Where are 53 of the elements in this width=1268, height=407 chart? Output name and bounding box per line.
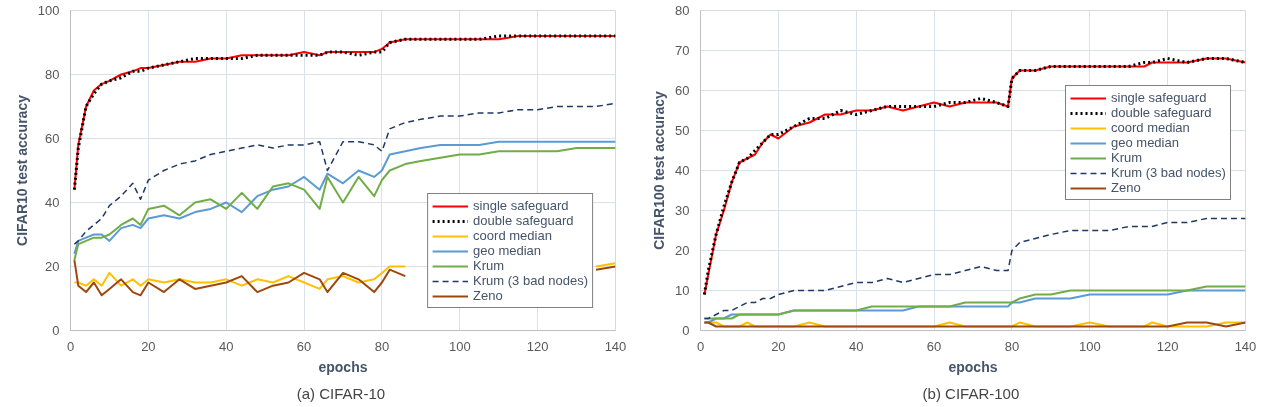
y-tick-label: 10 [675, 283, 690, 298]
y-tick-label: 70 [675, 43, 690, 58]
legend-label: double safeguard [473, 213, 574, 228]
y-tick-label: 50 [675, 123, 690, 138]
legend-label: Krum (3 bad nodes) [473, 273, 588, 288]
legend-label: Zeno [473, 288, 503, 303]
legend-label: coord median [1111, 120, 1190, 135]
x-tick-label: 20 [771, 338, 786, 354]
x-tick-label: 40 [218, 338, 234, 354]
y-tick-label: 0 [52, 323, 60, 338]
legend-label: geo median [473, 243, 542, 258]
x-tick-label: 100 [448, 338, 471, 354]
legend-label: Krum [1111, 150, 1143, 165]
x-tick-label: 20 [141, 338, 156, 354]
x-tick-label: 60 [296, 338, 312, 354]
y-tick-label: 40 [45, 195, 60, 210]
y-tick-label: 30 [675, 203, 690, 218]
y-tick-label: 80 [675, 3, 690, 18]
y-axis-title: CIFAR10 test accuracy [13, 94, 30, 246]
y-tick-label: 20 [675, 243, 690, 258]
x-tick-label: 80 [1004, 338, 1020, 354]
y-tick-label: 20 [45, 259, 60, 274]
x-tick-label: 140 [1234, 338, 1257, 354]
legend-label: Zeno [1111, 180, 1141, 195]
y-tick-label: 100 [37, 3, 60, 18]
text: (b) CIFAR-100 [922, 384, 1020, 402]
legend-label: single safeguard [1111, 90, 1207, 105]
y-tick-label: 60 [45, 131, 60, 146]
legend-label: geo median [1111, 135, 1179, 150]
x-tick-label: 0 [66, 338, 75, 354]
x-tick-label: 60 [926, 338, 942, 354]
legend-label: coord median [473, 228, 552, 243]
x-axis-title: epochs [948, 358, 998, 375]
line-series [703, 217, 1246, 320]
y-axis-title: CIFAR100 test accuracy [651, 90, 668, 250]
x-tick-label: 140 [604, 338, 627, 354]
x-tick-label: 120 [526, 338, 549, 354]
y-tick-label: 0 [682, 323, 690, 338]
x-tick-label: 100 [1078, 338, 1101, 354]
text: (a) CIFAR-10 [296, 384, 386, 402]
x-axis-title: epochs [318, 358, 368, 375]
legend-label: Krum [473, 258, 505, 273]
x-tick-label: 120 [1156, 338, 1179, 354]
x-tick-label: 80 [374, 338, 390, 354]
legend-label: double safeguard [1111, 105, 1212, 120]
y-tick-label: 80 [45, 67, 60, 82]
x-tick-label: 0 [696, 338, 705, 354]
y-tick-label: 60 [675, 83, 690, 98]
legend-label: single safeguard [473, 198, 569, 213]
line-series [73, 102, 616, 245]
y-tick-label: 40 [675, 163, 690, 178]
legend-label: Krum (3 bad nodes) [1111, 165, 1226, 180]
x-tick-label: 40 [848, 338, 864, 354]
